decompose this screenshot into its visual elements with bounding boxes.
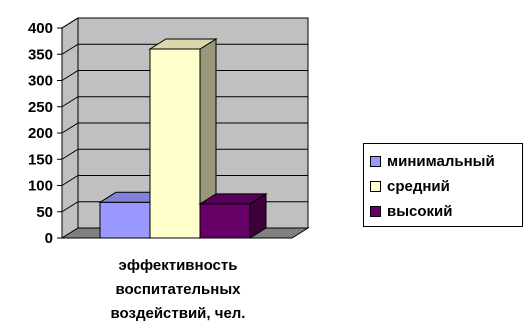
legend-label-minimal: минимальный: [387, 152, 495, 170]
legend-swatch-medium: [370, 180, 381, 192]
y-tick-label: 0: [45, 230, 53, 247]
chart-legend: минимальный средний высокий: [363, 143, 523, 227]
category-label-line-3: воздействий, чел.: [110, 305, 246, 322]
category-label-line-1: эффективность: [118, 257, 238, 274]
y-tick-label: 150: [28, 151, 53, 168]
gridline: [61, 70, 308, 81]
legend-swatch-high: [370, 205, 381, 217]
x-axis-category-label: эффективность воспитательных воздействий…: [78, 254, 278, 326]
y-tick-label: 100: [28, 178, 53, 195]
bar-top-face: [198, 193, 268, 205]
bar-front-face: [199, 203, 251, 239]
y-tick-label: 200: [28, 125, 53, 142]
chart-gridlines: [61, 17, 308, 213]
bar-top-face: [148, 38, 218, 50]
bar-front-face: [99, 201, 151, 239]
gridline: [61, 96, 308, 108]
bar-front-face: [149, 48, 201, 239]
legend-item-medium: средний: [370, 177, 450, 195]
y-tick-label: 50: [36, 204, 53, 221]
gridline: [61, 17, 308, 29]
y-tick-label: 300: [28, 73, 53, 90]
gridline: [61, 148, 308, 160]
y-tick-label: 350: [28, 46, 53, 63]
legend-label-high: высокий: [387, 202, 453, 220]
gridline: [61, 43, 308, 55]
bar-2: [148, 38, 218, 239]
legend-item-minimal: минимальный: [370, 152, 495, 170]
y-axis: 0 50 100 150 200 250 300 350 400: [28, 20, 63, 247]
y-tick-label: 250: [28, 99, 53, 116]
bar-3: [198, 192, 268, 239]
legend-swatch-minimal: [370, 155, 381, 167]
chart-bars: [98, 38, 268, 239]
gridline: [61, 175, 308, 186]
legend-label-medium: средний: [387, 177, 450, 195]
gridline: [61, 122, 308, 134]
y-tick-label: 400: [28, 20, 53, 37]
category-label-line-2: воспитательных: [115, 281, 241, 298]
legend-item-high: высокий: [370, 202, 453, 220]
